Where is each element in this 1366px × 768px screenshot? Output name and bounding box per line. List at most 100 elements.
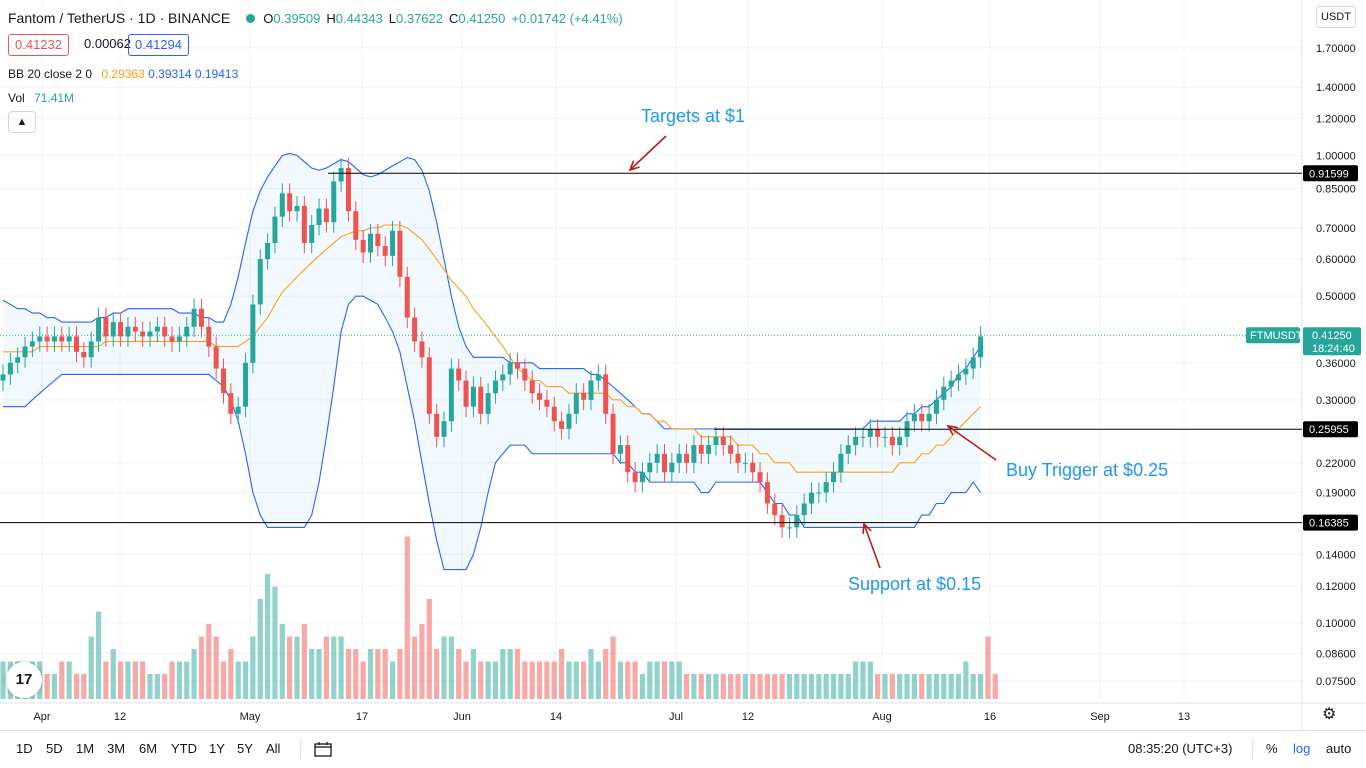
volume-bar bbox=[875, 674, 881, 699]
candle-body bbox=[412, 317, 418, 342]
candle-body bbox=[184, 326, 190, 337]
currency-tag[interactable]: USDT bbox=[1316, 6, 1356, 28]
sell-price-button[interactable]: 0.41232 bbox=[8, 34, 69, 56]
range-5d[interactable]: 5D bbox=[46, 741, 63, 756]
volume-bar bbox=[59, 661, 65, 699]
level-1-price-tag-bg bbox=[1303, 165, 1358, 182]
toolbar-divider bbox=[300, 739, 301, 759]
candle-body bbox=[88, 341, 94, 358]
candle-body bbox=[279, 193, 285, 217]
candle-body bbox=[941, 386, 947, 400]
range-all[interactable]: All bbox=[266, 741, 281, 756]
candle-body bbox=[669, 462, 675, 473]
candle-body bbox=[595, 374, 601, 381]
clock-time[interactable]: 08:35:20 (UTC+3) bbox=[1128, 741, 1233, 756]
volume-bar bbox=[779, 674, 785, 699]
time-tick-label: Jul bbox=[669, 711, 683, 723]
candle-body bbox=[728, 445, 734, 454]
buy-price-button[interactable]: 0.41294 bbox=[128, 34, 189, 56]
volume-bar bbox=[603, 649, 609, 699]
volume-bar bbox=[632, 661, 638, 699]
bb-indicator-legend[interactable]: BB 20 close 2 0 0.29363 0.39314 0.19413 bbox=[8, 67, 238, 81]
gear-icon[interactable]: ⚙ bbox=[1322, 706, 1337, 723]
market-status-icon bbox=[246, 13, 256, 23]
candle-body bbox=[29, 341, 35, 347]
volume-bar bbox=[735, 674, 741, 699]
bb-basis-line bbox=[3, 224, 981, 473]
volume-bar bbox=[500, 649, 506, 699]
volume-bar bbox=[228, 649, 234, 699]
volume-indicator-legend[interactable]: Vol 71.41M bbox=[8, 91, 74, 105]
range-1y[interactable]: 1Y bbox=[209, 741, 225, 756]
volume-bar bbox=[816, 674, 822, 699]
volume-bar bbox=[478, 661, 484, 699]
symbol-title[interactable]: Fantom / TetherUS · 1D · BINANCE bbox=[8, 10, 231, 26]
auto-scale-toggle[interactable]: auto bbox=[1326, 741, 1352, 756]
candle-body bbox=[845, 445, 851, 454]
candle-body bbox=[485, 393, 491, 414]
candle-body bbox=[140, 331, 146, 337]
volume-bar bbox=[132, 661, 138, 699]
volume-bar bbox=[661, 661, 668, 699]
candle-body bbox=[198, 308, 204, 327]
candle-body bbox=[360, 239, 366, 253]
price-chart[interactable]: 1.70000 1.40000 1.20000 1.00000 0.85000 0.700… bbox=[0, 0, 1366, 730]
volume-bar bbox=[757, 674, 763, 699]
price-tick-label: 0.07500 bbox=[1316, 676, 1356, 688]
volume-bar bbox=[522, 661, 528, 699]
log-scale-toggle[interactable]: log bbox=[1293, 741, 1311, 756]
candle-body bbox=[257, 259, 263, 305]
candle-body bbox=[7, 362, 13, 375]
candle-body bbox=[441, 421, 447, 437]
level-1-price-tag: 0.91599 bbox=[1309, 168, 1349, 180]
chevron-up-icon: ▲ bbox=[16, 116, 28, 128]
buy-trigger-arrow-head bbox=[946, 424, 958, 436]
volume-bar bbox=[573, 661, 579, 699]
candle-body bbox=[889, 436, 895, 446]
price-tick-label: 0.19000 bbox=[1316, 488, 1356, 500]
open-label: O bbox=[263, 10, 274, 26]
close-label: C bbox=[449, 10, 459, 26]
volume-bar bbox=[794, 674, 800, 699]
candle-body bbox=[698, 445, 704, 454]
support-arrow bbox=[863, 523, 881, 569]
volume-bar bbox=[220, 661, 227, 699]
range-1d[interactable]: 1D bbox=[16, 741, 33, 756]
price-tick-label: 1.40000 bbox=[1316, 82, 1356, 94]
volume-bar bbox=[287, 636, 293, 699]
percent-scale-toggle[interactable]: % bbox=[1266, 741, 1278, 756]
range-1m[interactable]: 1M bbox=[76, 741, 95, 756]
range-5y[interactable]: 5Y bbox=[237, 741, 253, 756]
candle-body bbox=[470, 386, 476, 407]
volume-bar bbox=[323, 636, 329, 699]
candle-body bbox=[448, 368, 454, 422]
range-ytd[interactable]: YTD bbox=[171, 741, 197, 756]
candle-body bbox=[250, 304, 256, 363]
volume-bar bbox=[0, 661, 6, 699]
volume-bar bbox=[544, 661, 550, 699]
candle-body bbox=[323, 208, 329, 223]
collapse-legend-button[interactable]: ▲ bbox=[8, 111, 36, 133]
bb-lower-value: 0.19413 bbox=[194, 67, 239, 81]
volume-bar bbox=[316, 649, 322, 699]
volume-bar bbox=[926, 674, 932, 699]
volume-bar bbox=[73, 674, 80, 699]
tradingview-logo-icon[interactable]: 17 bbox=[6, 662, 42, 698]
volume-bar bbox=[566, 661, 572, 699]
range-6m[interactable]: 6M bbox=[139, 741, 158, 756]
last-price-tag-bg bbox=[1303, 327, 1361, 356]
compare-calendar-icon[interactable] bbox=[314, 741, 332, 760]
volume-bar bbox=[331, 636, 337, 699]
candle-body bbox=[294, 205, 300, 212]
candle-body bbox=[434, 413, 440, 437]
bollinger-band-fill bbox=[3, 153, 981, 570]
volume-bar bbox=[786, 674, 793, 699]
candle-body bbox=[287, 193, 293, 212]
volume-bar bbox=[985, 636, 991, 699]
last-price-tag: 0.41250 bbox=[1312, 330, 1352, 342]
time-tick-label: 13 bbox=[1178, 711, 1190, 723]
candle-body bbox=[243, 362, 249, 407]
time-tick-label: May bbox=[240, 711, 261, 723]
range-3m[interactable]: 3M bbox=[107, 741, 126, 756]
candle-body bbox=[15, 357, 21, 363]
